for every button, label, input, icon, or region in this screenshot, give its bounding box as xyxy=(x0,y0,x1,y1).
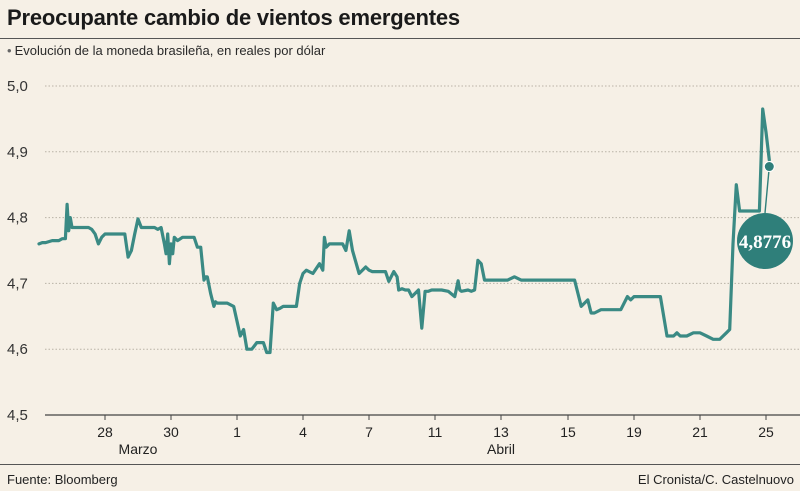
x-tick-label: 25 xyxy=(758,424,774,440)
annotation-layer: 4,8776 xyxy=(737,161,793,269)
x-tick-label: 30 xyxy=(163,424,179,440)
y-tick-label: 4,9 xyxy=(7,144,28,161)
month-label: Abril xyxy=(487,441,515,457)
callout-leader xyxy=(764,166,770,214)
series-line xyxy=(37,107,771,355)
y-axis: 5,0 4,9 4,8 4,7 4,6 4,5 xyxy=(7,78,28,424)
y-tick-label: 4,6 xyxy=(7,341,28,358)
y-tick-label: 4,7 xyxy=(7,275,28,292)
x-tick-label: 19 xyxy=(626,424,642,440)
series-layer xyxy=(37,107,771,355)
grid-lines xyxy=(45,85,800,416)
x-tick-label: 11 xyxy=(428,424,443,440)
x-tick-label: 13 xyxy=(493,424,509,440)
y-tick-label: 5,0 xyxy=(7,78,28,95)
y-tick-label: 4,8 xyxy=(7,210,28,227)
callout-value-label: 4,8776 xyxy=(739,232,791,253)
y-tick-label: 4,5 xyxy=(7,407,28,424)
bullet-icon: • xyxy=(7,43,12,58)
source-note: Fuente: Bloomberg xyxy=(7,472,118,487)
x-tick-label: 21 xyxy=(692,424,708,440)
chart-title: Preocupante cambio de vientos emergentes xyxy=(7,5,460,30)
top-rule xyxy=(0,38,800,39)
x-axis: 28 30 1 4 7 11 13 15 19 21 25 Marzo Abril xyxy=(97,415,774,457)
x-tick-label: 4 xyxy=(299,424,307,440)
last-value-point xyxy=(763,161,775,173)
month-label: Marzo xyxy=(119,441,158,457)
callout-bubble xyxy=(737,213,793,269)
credit-note: El Cronista/C. Castelnuovo xyxy=(637,472,794,487)
subtitle-text: Evolución de la moneda brasileña, en rea… xyxy=(14,43,326,58)
x-tick-label: 28 xyxy=(97,424,113,440)
chart-subtitle: • Evolución de la moneda brasileña, en re… xyxy=(7,43,325,58)
x-tick-label: 7 xyxy=(365,424,373,440)
x-tick-label: 15 xyxy=(560,424,576,440)
bottom-rule xyxy=(0,464,800,465)
x-tick-label: 1 xyxy=(233,424,241,440)
